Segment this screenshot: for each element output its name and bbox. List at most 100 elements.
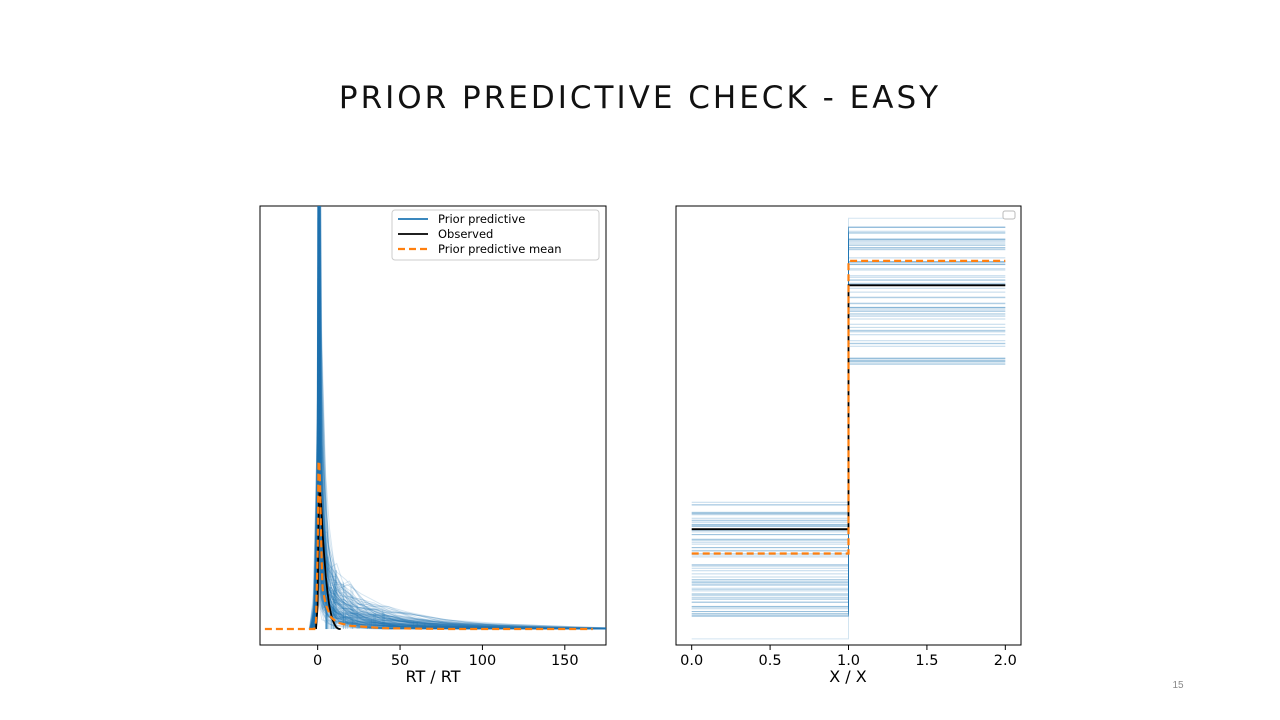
prior-predictive-line: [309, 223, 606, 630]
prior-predictive-line: [310, 329, 606, 630]
prior-predictive-line: [310, 243, 606, 630]
prior-predictive-line: [313, 206, 500, 630]
prior-predictive-line: [308, 206, 606, 630]
prior-predictive-line: [311, 206, 606, 630]
prior-predictive-line: [313, 206, 501, 630]
prior-predictive-line: [314, 417, 443, 630]
prior-predictive-mean-line: [691, 259, 1006, 555]
prior-predictive-line: [312, 206, 551, 630]
prior-predictive-line: [314, 206, 473, 630]
rt-series-group: [264, 206, 606, 631]
prior-predictive-line: [310, 216, 606, 630]
prior-predictive-line: [309, 218, 606, 630]
prior-predictive-line: [310, 206, 606, 630]
x-tick-label: 0: [313, 653, 322, 669]
x-tick-label: 50: [391, 653, 409, 669]
x-tick-label: 0.0: [680, 653, 703, 669]
prior-predictive-line: [309, 351, 606, 630]
prior-predictive-line: [312, 206, 541, 630]
chart-rt: 0 50 100 150 RT / RT Prior predictive Obser…: [259, 205, 607, 686]
prior-predictive-line: [310, 206, 606, 630]
legend-frame: [391, 209, 600, 261]
prior-predictive-line: [310, 441, 606, 630]
prior-predictive-line: [314, 206, 468, 630]
rt-x-axis-label: RT / RT: [405, 667, 460, 686]
prior-predictive-line: [310, 206, 606, 630]
prior-predictive-line: [310, 206, 606, 630]
prior-predictive-line: [310, 206, 606, 630]
prior-predictive-line: [311, 245, 606, 630]
prior-predictive-line: [311, 386, 579, 630]
rt-x-axis: 0 50 100 150: [313, 645, 579, 669]
prior-predictive-line: [309, 206, 606, 630]
prior-predictive-line: [316, 443, 399, 630]
prior-predictive-line: [313, 227, 513, 630]
prior-predictive-line: [312, 268, 540, 630]
prior-predictive-line: [309, 275, 606, 630]
prior-predictive-line: [309, 281, 606, 630]
prior-predictive-line: [311, 206, 597, 630]
prior-predictive-line: [315, 278, 424, 630]
legend-label-prior-predictive: Prior predictive: [438, 212, 525, 226]
prior-predictive-line: [311, 206, 606, 630]
prior-predictive-line: [311, 216, 606, 630]
x-x-axis: 0.0 0.5 1.0 1.5 2.0: [680, 645, 1017, 669]
prior-predictive-line: [315, 206, 399, 630]
slide-title: PRIOR PREDICTIVE CHECK - EASY: [338, 80, 942, 116]
prior-predictive-line: [312, 206, 567, 630]
prior-predictive-line: [309, 289, 606, 630]
prior-predictive-line: [310, 278, 606, 630]
prior-predictive-line: [310, 206, 606, 630]
prior-predictive-line: [315, 217, 418, 630]
prior-predictive-mean-line: [264, 460, 593, 631]
plot-area-rt: [259, 205, 607, 646]
page-number: 15: [1172, 680, 1184, 691]
prior-predictive-line: [314, 300, 462, 630]
prior-predictive-line: [311, 342, 596, 630]
prior-predictive-line: [310, 244, 606, 630]
prior-predictive-line: [311, 281, 571, 630]
prior-predictive-line: [309, 219, 606, 630]
prior-predictive-line: [312, 206, 588, 630]
empty-legend-box: [1002, 210, 1016, 220]
x-tick-label: 150: [551, 653, 579, 669]
prior-predictive-line: [311, 291, 606, 630]
prior-predictive-line: [313, 206, 502, 630]
rt-plot-content: [264, 206, 606, 631]
prior-predictive-line: [315, 206, 405, 630]
prior-predictive-line: [312, 354, 576, 630]
prior-predictive-line: [309, 206, 606, 630]
prior-predictive-line: [309, 206, 606, 630]
prior-predictive-line: [311, 250, 606, 630]
prior-predictive-line: [312, 206, 535, 630]
prior-predictive-line: [312, 206, 550, 630]
legend-label-prior-predictive-mean: Prior predictive mean: [438, 242, 562, 256]
prior-predictive-line: [315, 285, 406, 630]
prior-predictive-line: [315, 206, 393, 630]
prior-predictive-line: [311, 288, 606, 630]
x-series-group: [691, 217, 1006, 640]
x-tick-label: 100: [469, 653, 497, 669]
prior-predictive-line: [311, 260, 587, 630]
prior-predictive-line: [314, 206, 480, 630]
prior-predictive-line: [314, 278, 452, 630]
prior-predictive-line: [311, 344, 606, 630]
x-tick-label: 1.0: [837, 653, 860, 669]
prior-predictive-line: [310, 206, 606, 630]
prior-predictive-line: [312, 213, 534, 630]
prior-predictive-line: [315, 206, 437, 630]
prior-predictive-line: [311, 288, 588, 630]
prior-predictive-line: [315, 206, 403, 630]
prior-predictive-line: [313, 206, 510, 630]
prior-predictive-line: [309, 206, 606, 630]
prior-predictive-line: [312, 206, 569, 630]
prior-predictive-line: [309, 279, 606, 630]
prior-predictive-line: [310, 206, 606, 630]
prior-predictive-line: [310, 206, 606, 630]
prior-predictive-line: [309, 329, 606, 630]
x-x-axis-label: X / X: [829, 667, 867, 686]
prior-predictive-line: [313, 289, 510, 630]
prior-predictive-line: [310, 329, 606, 630]
chart-x: 0.0 0.5 1.0 1.5 2.0 X / X: [675, 205, 1022, 686]
